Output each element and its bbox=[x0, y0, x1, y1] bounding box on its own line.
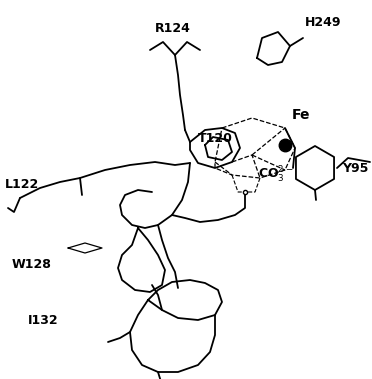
Text: T120: T120 bbox=[198, 132, 233, 144]
Text: H249: H249 bbox=[305, 16, 341, 28]
Text: L122: L122 bbox=[5, 179, 39, 191]
Text: Y95: Y95 bbox=[342, 161, 368, 174]
Text: CO$_3^{2-}$: CO$_3^{2-}$ bbox=[258, 165, 294, 185]
Text: R124: R124 bbox=[155, 22, 191, 34]
Text: W128: W128 bbox=[12, 258, 52, 271]
Text: Fe: Fe bbox=[292, 108, 311, 122]
Text: I132: I132 bbox=[28, 313, 59, 326]
